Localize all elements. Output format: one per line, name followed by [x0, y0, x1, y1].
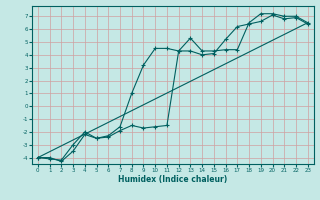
X-axis label: Humidex (Indice chaleur): Humidex (Indice chaleur) — [118, 175, 228, 184]
